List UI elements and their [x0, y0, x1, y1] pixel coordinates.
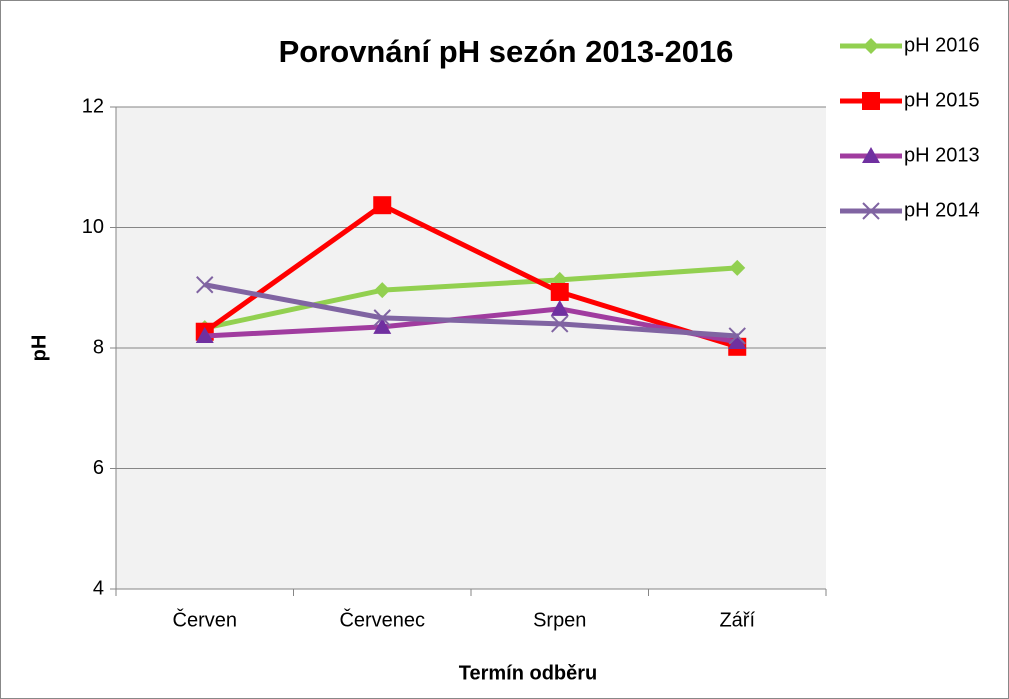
- marker: [195, 326, 214, 343]
- x-tick-label: Září: [719, 609, 755, 631]
- marker: [862, 147, 880, 163]
- marker: [373, 196, 392, 215]
- x-tick-label: Srpen: [533, 609, 586, 631]
- marker: [373, 317, 392, 334]
- marker: [196, 276, 214, 294]
- series-line: [204, 265, 738, 331]
- marker: [550, 282, 569, 301]
- y-tick-label: 8: [93, 336, 104, 358]
- marker: [863, 38, 879, 54]
- x-tick-label: Červenec: [339, 608, 425, 631]
- marker: [374, 282, 391, 299]
- legend-label: pH 2015: [904, 89, 980, 111]
- marker: [862, 202, 880, 220]
- x-axis-title: Termín odběru: [459, 662, 598, 684]
- y-axis-title: pH: [28, 335, 50, 362]
- marker: [729, 259, 746, 276]
- marker: [551, 315, 569, 333]
- marker: [862, 92, 880, 110]
- y-tick-label: 12: [82, 95, 104, 117]
- series-line: [204, 282, 738, 339]
- marker: [728, 332, 747, 349]
- series-line: [203, 202, 738, 350]
- legend-label: pH 2013: [904, 144, 980, 166]
- x-tick-label: Červen: [173, 608, 237, 631]
- y-tick-label: 4: [93, 577, 104, 599]
- y-tick-label: 10: [82, 216, 104, 238]
- y-tick-label: 6: [93, 457, 104, 479]
- legend-label: pH 2014: [904, 199, 980, 221]
- marker: [728, 327, 746, 345]
- series-line: [204, 306, 738, 345]
- marker: [550, 299, 569, 316]
- legend-label: pH 2016: [904, 34, 980, 56]
- chart-title: Porovnání pH sezón 2013-2016: [279, 34, 734, 69]
- marker: [373, 309, 391, 327]
